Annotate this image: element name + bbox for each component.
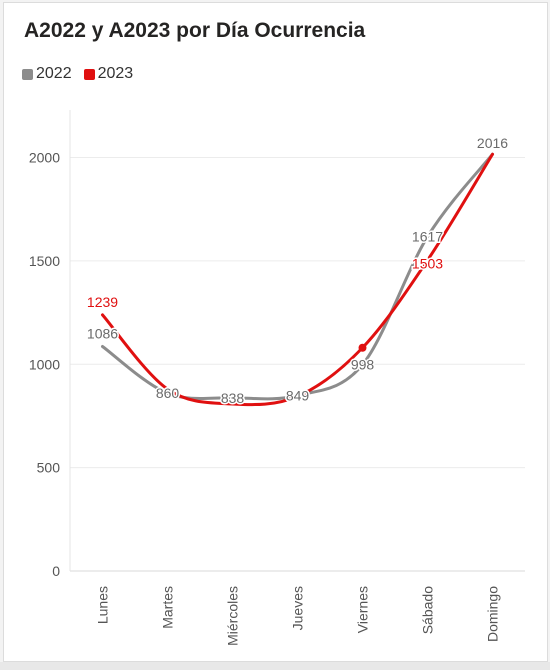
x-tick-label: Martes: [160, 586, 176, 629]
x-tick-label: Domingo: [485, 586, 501, 642]
x-tick-label: Sábado: [420, 586, 436, 634]
legend-item-2022[interactable]: 2022: [22, 65, 72, 83]
x-tick-label: Jueves: [290, 586, 306, 630]
y-tick-label: 1000: [29, 356, 60, 372]
legend-swatch-2023: [83, 68, 95, 80]
data-label: 1503: [412, 255, 443, 271]
chart-legend: 2022 2023: [22, 65, 133, 83]
chart-title: A2022 y A2023 por Día Ocurrencia: [24, 19, 366, 42]
legend-swatch-2022: [22, 68, 33, 80]
legend-label-2023: 2023: [97, 65, 134, 82]
data-label: 1617: [412, 229, 443, 245]
chart-card: A2022 y A2023 por Día Ocurrencia 2022 20…: [3, 2, 548, 662]
data-label: 1086: [87, 325, 118, 341]
x-tick-label: Lunes: [95, 586, 111, 624]
legend-item-2023[interactable]: 2023: [83, 65, 134, 83]
data-label: 849: [286, 387, 310, 403]
y-tick-label: 1500: [29, 253, 60, 269]
x-tick-label: Miércoles: [225, 586, 241, 646]
data-label: 860: [156, 385, 180, 401]
series-line-2023: [101, 152, 494, 407]
legend-label-2022: 2022: [36, 65, 72, 82]
data-label: 838: [221, 390, 245, 406]
x-tick-label: Viernes: [355, 586, 371, 633]
data-label: 1239: [87, 294, 118, 310]
y-tick-label: 0: [52, 563, 60, 579]
series-line-2022: [101, 152, 494, 401]
y-tick-label: 2000: [29, 150, 60, 166]
data-label: 2016: [477, 135, 508, 151]
data-label: 998: [351, 357, 375, 373]
bottom-scrollbar: [0, 662, 550, 670]
highlight-point: [358, 343, 367, 352]
y-tick-label: 500: [37, 460, 61, 476]
